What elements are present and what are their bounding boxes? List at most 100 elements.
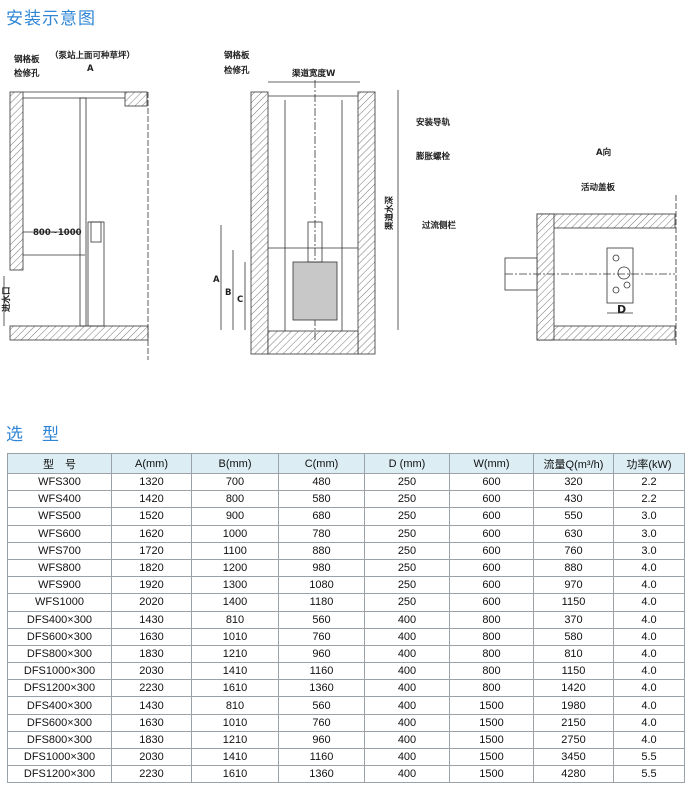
installation-diagram: 钢格板 检修孔 （泵站上面可种草坪） A 800~1000 进水口 钢格板 检修… — [1, 50, 677, 360]
table-cell: 2230 — [111, 765, 192, 784]
table-cell: 2030 — [111, 747, 192, 767]
table-cell: DFS800×300 — [7, 644, 112, 664]
table-cell: 1320 — [111, 472, 192, 492]
table-cell: 1920 — [111, 576, 192, 595]
model-selection-table: 型 号 A(mm) B(mm) C(mm) D (mm) W(mm) 流量Q(m³/h) 功率… — [7, 453, 685, 784]
table-cell: 250 — [364, 490, 450, 509]
front-view-figure — [220, 80, 399, 355]
table-cell: 560 — [278, 696, 365, 715]
table-cell: 1210 — [191, 644, 279, 664]
table-row: WFS500 1520 900 680 250 600 550 3.0 — [7, 507, 685, 526]
table-cell: 1500 — [449, 713, 534, 732]
table-cell: WFS800 — [7, 558, 112, 578]
table-cell: DFS1000×300 — [7, 662, 112, 681]
table-cell: DFS600×300 — [7, 627, 112, 646]
label-steel-grate: 钢格板 — [14, 54, 40, 65]
table-cell: 760 — [278, 713, 365, 732]
table-cell: 600 — [449, 541, 534, 560]
table-cell: 1620 — [111, 524, 192, 543]
column-header: A(mm) — [111, 453, 192, 474]
install-diagram-title: 安装示意图 — [6, 9, 96, 29]
table-cell: 1210 — [191, 730, 279, 750]
table-cell: 810 — [533, 644, 614, 664]
table-cell: 400 — [364, 765, 450, 784]
table-cell: 980 — [278, 558, 365, 578]
table-cell: 680 — [278, 507, 365, 526]
table-cell: 1410 — [191, 747, 279, 767]
table-row: DFS800×300 1830 1210 960 400 1500 2750 4.0 — [7, 730, 685, 750]
table-cell: 4.0 — [613, 679, 685, 698]
label-a-view: A向 — [596, 147, 611, 158]
label-guide-rail: 安装导轨 — [416, 117, 451, 128]
table-cell: 960 — [278, 730, 365, 750]
label-inspection-hole: 检修孔 — [14, 68, 40, 79]
table-cell: 250 — [364, 507, 450, 526]
column-header: B(mm) — [191, 453, 279, 474]
diagram-labels: 钢格板 检修孔 （泵站上面可种草坪） A 800~1000 进水口 钢格板 检修… — [1, 50, 626, 316]
table-row: DFS800×300 1830 1210 960 400 800 810 4.0 — [7, 644, 685, 664]
table-cell: WFS1000 — [7, 593, 112, 612]
table-cell: DFS400×300 — [7, 610, 112, 629]
table-cell: WFS400 — [7, 490, 112, 509]
table-cell: 1630 — [111, 627, 192, 646]
table-cell: 1150 — [533, 662, 614, 681]
side-view-figure — [3, 91, 149, 360]
table-row: DFS600×300 1630 1010 760 400 800 580 4.0 — [7, 627, 685, 646]
table-cell: 880 — [533, 558, 614, 578]
label-steel-grate-2: 钢格板 — [224, 50, 250, 61]
label-dim-c: C — [237, 295, 243, 305]
column-header: C(mm) — [278, 453, 365, 474]
table-cell: 600 — [449, 524, 534, 543]
table-cell: 810 — [191, 696, 279, 715]
table-cell: 3450 — [533, 747, 614, 767]
column-header: 型 号 — [7, 453, 112, 474]
table-cell: 600 — [449, 507, 534, 526]
table-cell: 1200 — [191, 558, 279, 578]
table-cell: 250 — [364, 541, 450, 560]
table-cell: 1150 — [533, 593, 614, 612]
table-cell: DFS1000×300 — [7, 747, 112, 767]
table-header-row: 型 号 A(mm) B(mm) C(mm) D (mm) W(mm) 流量Q(m³/h) 功率… — [7, 453, 685, 474]
table-cell: 430 — [533, 490, 614, 509]
table-cell: 250 — [364, 558, 450, 578]
table-row: WFS300 1320 700 480 250 600 320 2.2 — [7, 472, 685, 492]
table-cell: 3.0 — [613, 524, 685, 543]
table-row: DFS1000×300 2030 1410 1160 400 1500 3450 5.5 — [7, 747, 685, 767]
table-cell: 1080 — [278, 576, 365, 595]
label-dim-b: B — [225, 288, 231, 298]
table-cell: 1100 — [191, 541, 279, 560]
table-cell: 560 — [278, 610, 365, 629]
table-cell: 250 — [364, 593, 450, 612]
table-cell: 4280 — [533, 765, 614, 784]
table-cell: 580 — [278, 490, 365, 509]
table-cell: 1430 — [111, 610, 192, 629]
table-cell: 320 — [533, 472, 614, 492]
table-cell: 1520 — [111, 507, 192, 526]
table-cell: WFS600 — [7, 524, 112, 543]
column-header: 功率(kW) — [613, 453, 685, 474]
table-cell: 1430 — [111, 696, 192, 715]
table-cell: 800 — [449, 644, 534, 664]
table-cell: 1360 — [278, 679, 365, 698]
table-cell: 1980 — [533, 696, 614, 715]
table-row: DFS1200×300 2230 1610 1360 400 1500 4280 5.5 — [7, 765, 685, 784]
table-cell: 250 — [364, 472, 450, 492]
table-row: DFS600×300 1630 1010 760 400 1500 2150 4.0 — [7, 713, 685, 732]
table-cell: WFS300 — [7, 472, 112, 492]
table-cell: 2.2 — [613, 490, 685, 509]
table-row: WFS800 1820 1200 980 250 600 880 4.0 — [7, 558, 685, 578]
table-cell: 780 — [278, 524, 365, 543]
table-row: DFS1200×300 2230 1610 1360 400 800 1420 4.0 — [7, 679, 685, 698]
table-cell: 400 — [364, 644, 450, 664]
table-cell: 800 — [449, 679, 534, 698]
table-cell: 480 — [278, 472, 365, 492]
table-cell: 1000 — [191, 524, 279, 543]
column-header: W(mm) — [449, 453, 534, 474]
table-body: WFS300 1320 700 480 250 600 320 2.2 WFS400 1420 80… — [7, 472, 685, 784]
label-channel-depth: 渠道水深 — [384, 195, 395, 230]
table-cell: 800 — [449, 627, 534, 646]
table-cell: 580 — [533, 627, 614, 646]
table-cell: 250 — [364, 576, 450, 595]
table-cell: 5.5 — [613, 747, 685, 767]
